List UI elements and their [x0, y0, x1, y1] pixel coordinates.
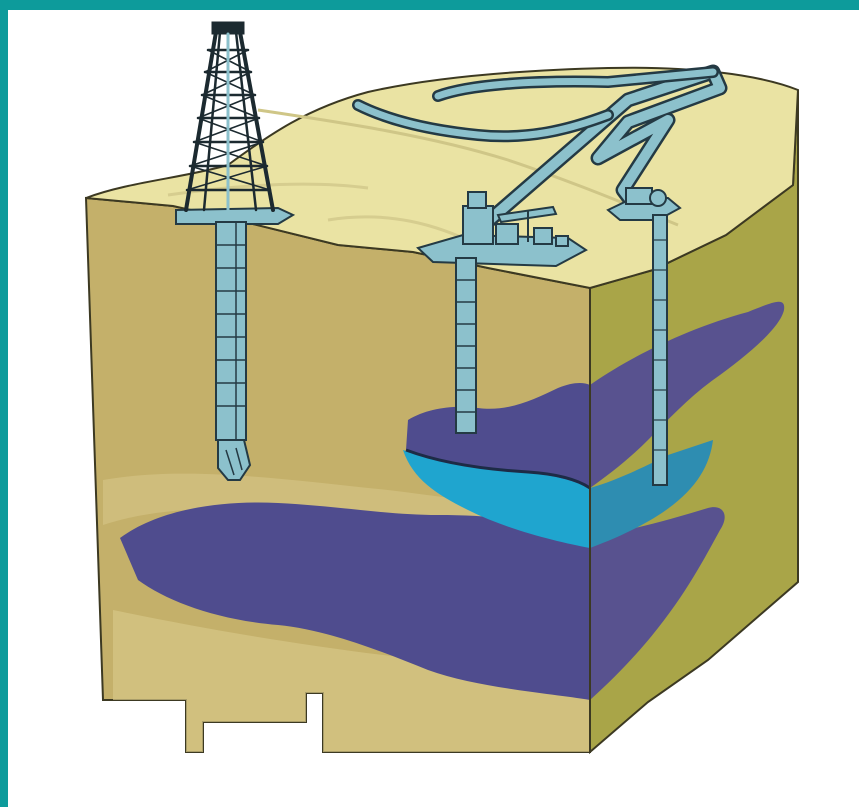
- center-well-casing: [455, 257, 477, 434]
- upper-oil-reservoir-side: [590, 301, 785, 488]
- dune-ridge: [167, 182, 369, 197]
- right-well-casing: [652, 214, 668, 486]
- lower-oil-reservoir: [120, 502, 590, 700]
- rig-platform: [175, 206, 296, 225]
- derrick-tower-icon: [184, 21, 275, 212]
- oil-water-contact-line: [405, 448, 591, 490]
- pipeline: [352, 64, 728, 238]
- oil-field-cross-section: [84, 21, 800, 755]
- illustration-frame: [8, 10, 859, 807]
- lower-oil-reservoir-side: [590, 507, 725, 700]
- pumpjack-icon: [462, 191, 569, 247]
- drill-pipe: [215, 221, 252, 481]
- water-layer-side: [590, 440, 713, 548]
- lower-sand-stratum: [113, 610, 590, 752]
